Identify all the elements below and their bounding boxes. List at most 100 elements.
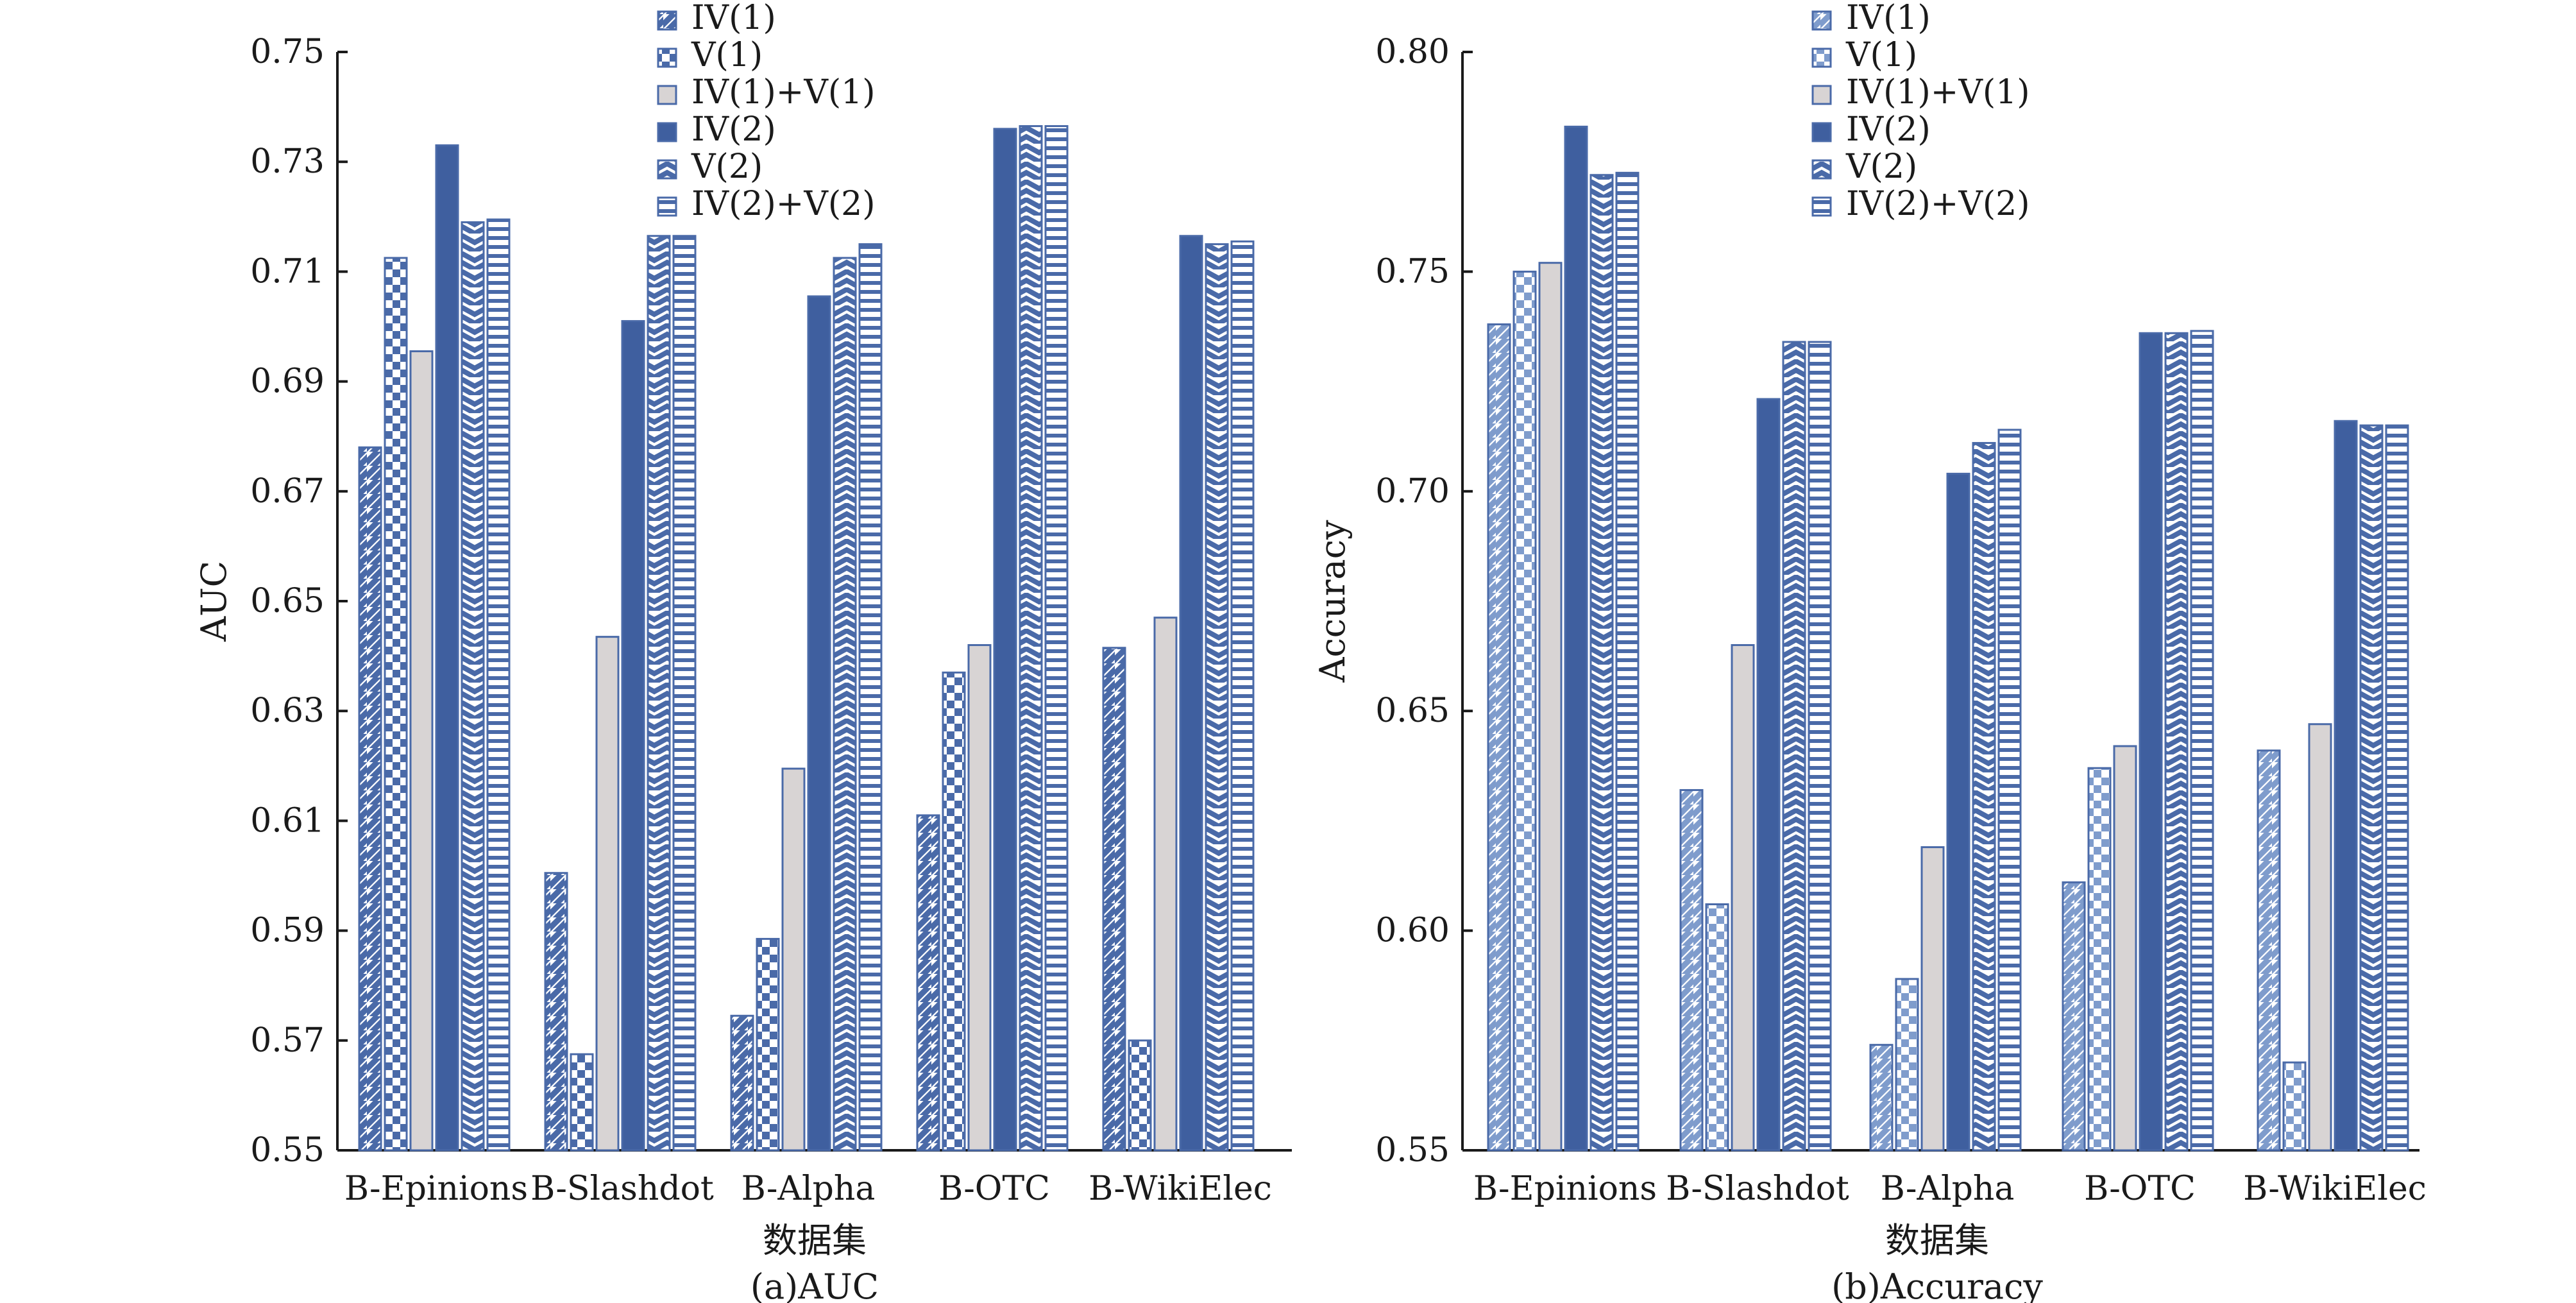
accuracy-bar-b-wikielec-iv-1-v-1	[2308, 723, 2332, 1152]
chart-panel-auc: 0.55 0.57 0.59 0.61 0.63 0.65 0.67 0.69 0.71 0.73…	[194, 0, 1292, 1303]
auc-y-tick-label: 0.61	[250, 801, 325, 840]
auc-y-tick-label: 0.63	[250, 692, 325, 730]
accuracy-bars	[1487, 125, 2409, 1152]
auc-category-label: B-Alpha	[741, 1170, 876, 1208]
accuracy-bar-b-otc-v-2	[2164, 332, 2189, 1152]
auc-bar-b-alpha-iv-1-v-1	[781, 767, 806, 1152]
accuracy-bar-b-slashdot-v-2	[1782, 341, 1806, 1152]
auc-category-labels: B-Epinions B-Slashdot B-Alpha B-OTC B-WikiEl…	[344, 1170, 1272, 1208]
auc-legend-label: IV(2)	[691, 110, 776, 149]
accuracy-bar-b-otc-iv-1-v-1	[2113, 745, 2137, 1152]
auc-bar-b-wikielec-v-2	[1205, 243, 1229, 1152]
auc-bar-b-otc-iv-1-v-1	[967, 643, 992, 1152]
auc-bars	[358, 125, 1255, 1152]
auc-bar-b-wikielec-iv-1-v-1	[1153, 617, 1178, 1152]
accuracy-category-label: B-Epinions	[1473, 1170, 1657, 1208]
accuracy-y-tick-label: 0.70	[1375, 472, 1450, 511]
auc-bar-b-slashdot-iv-1-v-1	[595, 636, 620, 1152]
accuracy-category-label: B-Slashdot	[1666, 1170, 1849, 1208]
accuracy-category-label: B-OTC	[2084, 1170, 2196, 1208]
auc-bar-b-otc-iv-2	[993, 128, 1017, 1152]
accuracy-bar-b-otc-iv-1	[2062, 881, 2086, 1152]
auc-bar-b-otc-v-2	[1019, 125, 1043, 1152]
auc-legend-swatch-v-1	[657, 47, 677, 68]
auc-legend-label: IV(2)+V(2)	[691, 185, 876, 223]
accuracy-legend-label: V(2)	[1845, 148, 1917, 186]
auc-y-tick-label: 0.59	[250, 912, 325, 950]
accuracy-legend-label: IV(1)	[1846, 0, 1931, 37]
accuracy-bar-b-epinions-iv-2-v-2	[1615, 171, 1640, 1152]
accuracy-y-tick-label: 0.55	[1375, 1131, 1450, 1170]
accuracy-category-label: B-Alpha	[1881, 1170, 2015, 1208]
auc-bar-b-alpha-v-1	[756, 937, 780, 1152]
accuracy-legend-label: V(1)	[1845, 36, 1917, 74]
auc-bar-b-slashdot-iv-2	[621, 319, 645, 1152]
accuracy-bar-b-alpha-iv-1	[1869, 1044, 1894, 1152]
accuracy-category-labels: B-Epinions B-Slashdot B-Alpha B-OTC B-WikiEl…	[1473, 1170, 2427, 1208]
accuracy-x-axis-title: 数据集	[1885, 1220, 1989, 1261]
auc-category-label: B-Slashdot	[530, 1170, 714, 1208]
auc-bar-b-wikielec-iv-2-v-2	[1230, 240, 1255, 1152]
accuracy-bar-b-slashdot-v-1	[1705, 903, 1729, 1152]
auc-y-axis-title: AUC	[194, 561, 234, 642]
accuracy-legend-swatch-v-1	[1811, 47, 1832, 68]
accuracy-bar-b-alpha-iv-2-v-2	[1997, 429, 2022, 1152]
accuracy-legend-swatch-iv-1	[1811, 10, 1832, 31]
auc-y-tick-label: 0.65	[250, 582, 325, 620]
accuracy-y-tick-label: 0.60	[1375, 912, 1450, 950]
accuracy-legend-label: IV(1)+V(1)	[1846, 73, 2030, 112]
accuracy-y-tick-label: 0.65	[1375, 692, 1450, 730]
auc-y-ticks: 0.55 0.57 0.59 0.61 0.63 0.65 0.67 0.69 0.71 0.73…	[250, 33, 348, 1170]
auc-bar-b-alpha-iv-2-v-2	[858, 243, 883, 1152]
auc-bar-b-epinions-iv-1	[358, 446, 382, 1152]
auc-y-tick-label: 0.57	[250, 1021, 325, 1060]
accuracy-bar-b-wikielec-iv-1	[2257, 749, 2281, 1152]
accuracy-legend-swatch-iv-1-v-1	[1811, 85, 1832, 105]
accuracy-bar-b-slashdot-iv-1	[1679, 788, 1704, 1152]
accuracy-legend-swatch-iv-2-v-2	[1811, 196, 1832, 217]
accuracy-legend-label: IV(2)+V(2)	[1846, 185, 2030, 223]
accuracy-bar-b-slashdot-iv-2-v-2	[1808, 341, 1832, 1152]
accuracy-bar-b-epinions-iv-1	[1487, 323, 1511, 1152]
auc-x-axis-title: 数据集	[763, 1220, 867, 1261]
accuracy-bar-b-epinions-v-2	[1589, 174, 1614, 1152]
auc-bar-b-slashdot-v-1	[570, 1053, 594, 1152]
auc-bar-b-otc-v-1	[942, 671, 966, 1152]
auc-bar-b-otc-iv-1	[916, 814, 940, 1152]
auc-legend-swatch-iv-2-v-2	[657, 196, 677, 217]
auc-bar-b-wikielec-v-1	[1128, 1039, 1152, 1152]
auc-y-tick-label: 0.69	[250, 362, 325, 401]
accuracy-y-ticks: 0.55 0.60 0.65 0.70 0.75 0.80	[1375, 33, 1473, 1170]
auc-y-tick-label: 0.71	[250, 252, 325, 291]
auc-category-label: B-WikiElec	[1089, 1170, 1272, 1208]
accuracy-y-axis-title: Accuracy	[1312, 520, 1353, 683]
auc-legend-label: IV(1)+V(1)	[691, 73, 876, 112]
accuracy-bar-b-otc-iv-2-v-2	[2190, 330, 2214, 1152]
accuracy-bar-b-alpha-iv-2	[1946, 472, 1970, 1152]
auc-bar-b-epinions-iv-2	[435, 144, 459, 1152]
auc-legend-label: V(1)	[691, 36, 763, 74]
accuracy-y-tick-label: 0.80	[1375, 33, 1450, 71]
auc-bar-b-slashdot-iv-2-v-2	[672, 235, 697, 1152]
auc-bar-b-epinions-v-1	[384, 257, 408, 1152]
auc-legend-swatch-iv-1-v-1	[657, 85, 677, 105]
auc-bar-b-alpha-v-2	[833, 257, 857, 1152]
accuracy-bar-b-alpha-v-2	[1972, 441, 1996, 1152]
accuracy-bar-b-wikielec-v-1	[2282, 1061, 2307, 1152]
auc-bar-b-alpha-iv-1	[730, 1014, 754, 1152]
accuracy-category-label: B-WikiElec	[2243, 1170, 2427, 1208]
auc-legend-swatch-v-2	[657, 159, 677, 180]
accuracy-bar-b-wikielec-iv-2	[2334, 420, 2358, 1152]
accuracy-bar-b-wikielec-iv-2-v-2	[2385, 424, 2409, 1152]
accuracy-bar-b-alpha-iv-1-v-1	[1920, 846, 1945, 1152]
auc-bar-b-epinions-v-2	[461, 221, 485, 1152]
auc-legend-label: V(2)	[691, 148, 763, 186]
auc-bar-b-slashdot-iv-1	[544, 872, 568, 1152]
accuracy-bar-b-epinions-v-1	[1513, 270, 1537, 1152]
auc-bar-b-epinions-iv-1-v-1	[409, 350, 434, 1152]
accuracy-legend-swatch-v-2	[1811, 159, 1832, 180]
accuracy-bar-b-otc-v-1	[2087, 767, 2112, 1152]
auc-bar-b-wikielec-iv-1	[1102, 647, 1126, 1152]
auc-category-label: B-Epinions	[344, 1170, 528, 1208]
accuracy-legend: IV(1)V(1)IV(1)+V(1)IV(2)V(2)IV(2)+V(2)	[1811, 0, 2030, 223]
